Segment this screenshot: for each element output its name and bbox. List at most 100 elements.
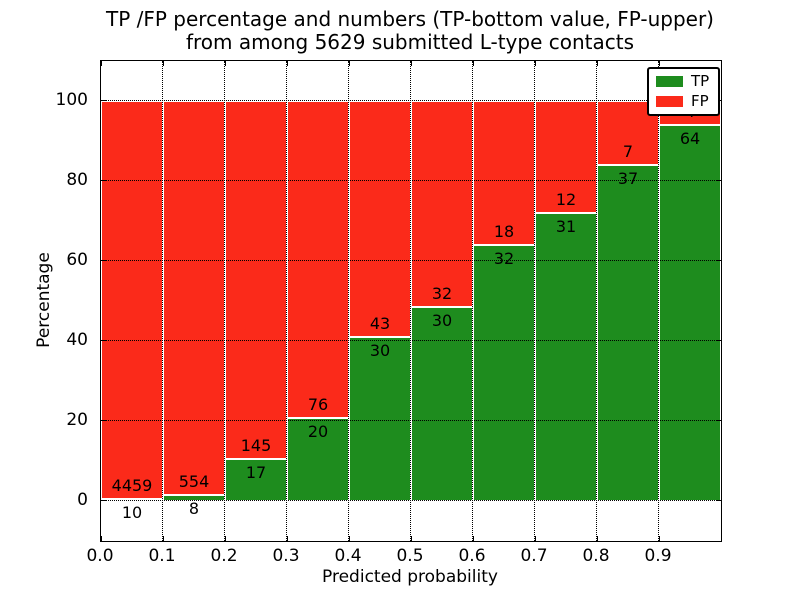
x-tick-bottom bbox=[163, 536, 164, 541]
y-gridline bbox=[101, 340, 721, 341]
x-gridline bbox=[162, 61, 163, 541]
x-tick-label: 0.9 bbox=[644, 546, 672, 566]
y-gridline bbox=[101, 500, 721, 501]
x-tick-top bbox=[225, 61, 226, 66]
chart-title-line2: from among 5629 submitted L-type contact… bbox=[185, 30, 635, 54]
fp-bar-segment bbox=[349, 101, 411, 337]
legend-label-fp: FP bbox=[691, 92, 709, 110]
y-tick-label: 0 bbox=[77, 490, 88, 510]
x-tick-top bbox=[101, 61, 102, 66]
x-gridline bbox=[348, 61, 349, 541]
fp-count-label: 32 bbox=[431, 284, 453, 304]
x-tick-top bbox=[473, 61, 474, 66]
tp-count-label: 30 bbox=[431, 311, 453, 331]
x-tick-label: 0.6 bbox=[458, 546, 486, 566]
y-tick-left bbox=[101, 180, 106, 181]
fp-bar-segment bbox=[101, 101, 163, 499]
x-gridline bbox=[534, 61, 535, 541]
tp-count-label: 37 bbox=[617, 168, 639, 188]
fp-count-label: 18 bbox=[493, 222, 515, 241]
x-tick-bottom bbox=[225, 536, 226, 541]
tp-bar-segment bbox=[535, 212, 597, 501]
x-tick-bottom bbox=[659, 536, 660, 541]
x-tick-top bbox=[535, 61, 536, 66]
fp-count-label: 43 bbox=[369, 313, 391, 333]
y-tick-label: 80 bbox=[66, 170, 88, 190]
y-tick-label: 100 bbox=[55, 90, 88, 110]
x-tick-label: 0.2 bbox=[210, 546, 238, 566]
tp-bar-segment bbox=[597, 164, 659, 501]
fp-count-label: 554 bbox=[178, 472, 210, 492]
x-gridline bbox=[596, 61, 597, 541]
y-gridline bbox=[101, 420, 721, 421]
x-tick-top bbox=[659, 61, 660, 66]
plot-area: 4459105548145177620433032301832123173746… bbox=[100, 60, 722, 542]
x-tick-label: 0.3 bbox=[272, 546, 300, 566]
fp-bar-segment bbox=[225, 101, 287, 460]
x-gridline bbox=[658, 61, 659, 541]
y-axis-title: Percentage bbox=[34, 252, 54, 348]
legend: TP FP bbox=[647, 67, 721, 116]
x-gridline bbox=[286, 61, 287, 541]
x-tick-top bbox=[163, 61, 164, 66]
tp-bar-segment bbox=[659, 124, 721, 501]
y-tick-right bbox=[716, 180, 721, 181]
x-tick-bottom bbox=[535, 536, 536, 541]
legend-row-fp: FP bbox=[656, 94, 709, 109]
fp-count-label: 145 bbox=[240, 436, 272, 456]
legend-row-tp: TP bbox=[656, 74, 709, 89]
y-tick-right bbox=[716, 420, 721, 421]
tp-bar-segment bbox=[411, 307, 473, 501]
x-tick-bottom bbox=[101, 536, 102, 541]
y-tick-left bbox=[101, 100, 106, 101]
tp-count-label: 10 bbox=[121, 503, 143, 522]
y-gridline bbox=[101, 260, 721, 261]
x-tick-top bbox=[349, 61, 350, 66]
tp-bar-segment bbox=[287, 417, 349, 501]
tp-count-label: 31 bbox=[555, 216, 577, 236]
x-tick-bottom bbox=[411, 536, 412, 541]
x-tick-bottom bbox=[597, 536, 598, 541]
x-tick-label: 0.0 bbox=[86, 546, 114, 566]
y-tick-left bbox=[101, 420, 106, 421]
fp-bar-segment bbox=[535, 101, 597, 213]
x-tick-bottom bbox=[349, 536, 350, 541]
tp-bar-segment bbox=[473, 245, 535, 501]
y-tick-left bbox=[101, 500, 106, 501]
fp-count-label: 76 bbox=[307, 394, 329, 414]
y-tick-right bbox=[716, 340, 721, 341]
tp-bar-segment bbox=[225, 459, 287, 501]
chart-title: TP /FP percentage and numbers (TP-bottom… bbox=[90, 8, 730, 54]
x-tick-top bbox=[597, 61, 598, 66]
x-tick-label: 0.1 bbox=[148, 546, 176, 566]
tp-count-label: 20 bbox=[307, 421, 329, 441]
fp-count-label: 4459 bbox=[111, 476, 153, 495]
x-tick-bottom bbox=[473, 536, 474, 541]
y-gridline bbox=[101, 100, 721, 101]
x-tick-top bbox=[411, 61, 412, 66]
fp-count-label: 7 bbox=[622, 141, 634, 161]
tp-bar-segment bbox=[349, 336, 411, 501]
x-gridline bbox=[472, 61, 473, 541]
y-tick-left bbox=[101, 340, 106, 341]
fp-bar-segment bbox=[411, 101, 473, 308]
x-axis-title: Predicted probability bbox=[322, 567, 498, 587]
y-tick-right bbox=[716, 260, 721, 261]
x-tick-bottom bbox=[287, 536, 288, 541]
y-gridline bbox=[101, 180, 721, 181]
x-tick-label: 0.5 bbox=[396, 546, 424, 566]
x-tick-top bbox=[287, 61, 288, 66]
x-tick-label: 0.8 bbox=[582, 546, 610, 566]
fp-bar-segment bbox=[473, 101, 535, 245]
fp-bar-segment bbox=[163, 101, 225, 496]
tp-legend-swatch bbox=[656, 76, 683, 87]
chart-title-line1: TP /FP percentage and numbers (TP-bottom… bbox=[106, 7, 714, 31]
tp-count-label: 8 bbox=[188, 499, 200, 519]
x-tick-label: 0.4 bbox=[334, 546, 362, 566]
tp-count-label: 64 bbox=[679, 128, 701, 148]
fp-count-label: 12 bbox=[555, 189, 577, 209]
y-tick-left bbox=[101, 260, 106, 261]
x-gridline bbox=[224, 61, 225, 541]
legend-label-tp: TP bbox=[691, 72, 710, 90]
